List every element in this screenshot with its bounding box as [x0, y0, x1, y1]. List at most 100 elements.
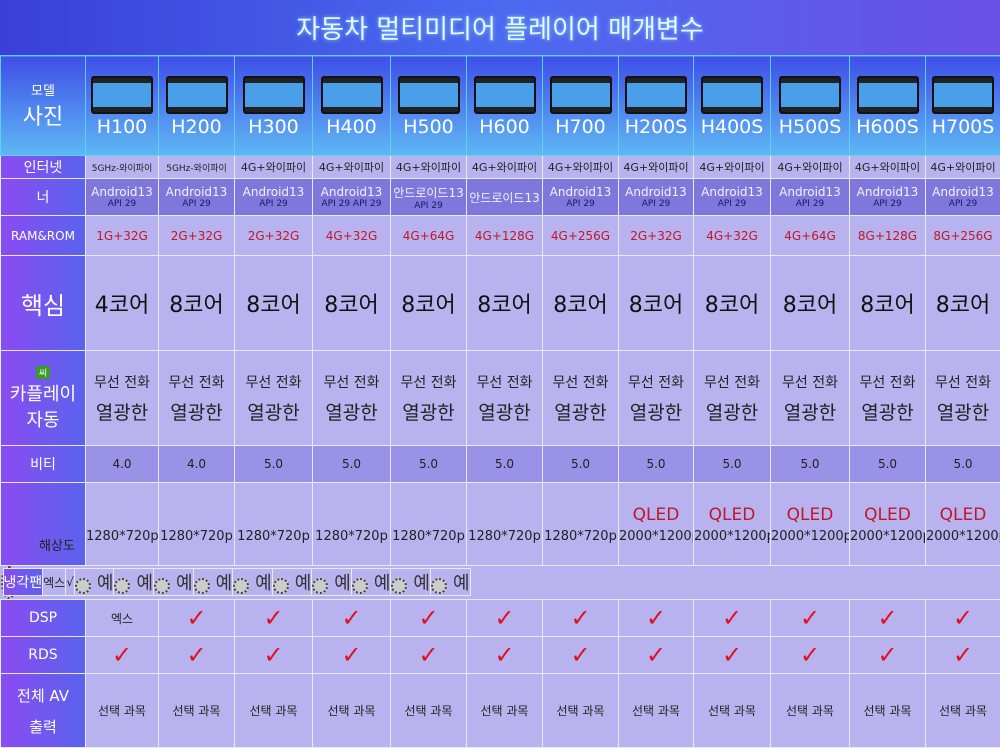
label-ram: RAM&ROM [11, 229, 75, 243]
check-icon: ✓ [263, 604, 283, 632]
av-value: 선택 과목 [173, 704, 221, 718]
cell: 선택 과목 [543, 674, 619, 748]
cell: H700 [543, 56, 619, 156]
api-level: API 29 [694, 199, 770, 209]
label-resolution: 해상도 [39, 539, 75, 554]
check-icon: ✓ [646, 604, 666, 632]
cell: 예 [430, 569, 470, 596]
panel-type: QLED [926, 505, 1000, 529]
internet-value: 4G+와이파이 [319, 161, 384, 174]
cell: 5.0 [619, 446, 694, 483]
fan-icon [114, 578, 130, 594]
resolution-value: 2000*1200p [694, 529, 770, 544]
auto-value: 열광한 [850, 398, 925, 425]
cell: 5.0 [391, 446, 467, 483]
cell: 선택 과목 [391, 674, 467, 748]
cell: 1280*720p [543, 483, 619, 566]
bt-value: 5.0 [495, 457, 514, 471]
os-version: Android13 [86, 185, 158, 199]
cell: 4G+32G [313, 216, 391, 256]
fan-value: 예 [413, 573, 430, 594]
fan-icon [273, 578, 289, 594]
av-value: 선택 과목 [250, 704, 298, 718]
bt-value: 4.0 [112, 457, 131, 471]
resolution-value: 1280*720p [543, 529, 618, 544]
auto-value: 열광한 [694, 398, 770, 425]
cell: 4.0 [86, 446, 159, 483]
check-icon: ✓ [186, 641, 206, 669]
carplay-value: 무선 전화 [313, 372, 390, 392]
product-photo [857, 76, 919, 114]
row-label: 핵심 [1, 256, 86, 351]
cell: 5.0 [467, 446, 543, 483]
product-photo [625, 76, 687, 114]
check-icon: ✓ [112, 641, 132, 669]
bt-value: 5.0 [571, 457, 590, 471]
carplay-value: 무선 전화 [235, 372, 312, 392]
check-icon: ✓ [418, 641, 438, 669]
cell: H500 [391, 56, 467, 156]
api-level: API 29 [391, 201, 466, 211]
bt-value: 4.0 [187, 457, 206, 471]
check-icon: ✓ [263, 641, 283, 669]
cell: H500S [771, 56, 850, 156]
cell: ✓ [543, 600, 619, 637]
cell: 예 [233, 569, 273, 596]
row-label: 비티 [1, 446, 86, 483]
resolution-value: 1280*720p [313, 529, 390, 544]
fan-value: 예 [216, 573, 233, 594]
cell: 엑스 [43, 569, 66, 596]
model-name: H500 [403, 116, 454, 138]
os-version: Android13 [771, 185, 849, 199]
ram-value: 4G+64G [784, 229, 836, 243]
row-label: 너 [1, 179, 86, 216]
label-bt: 비티 [30, 457, 56, 473]
api-level: API 29 [771, 199, 849, 209]
cell: H600S [850, 56, 926, 156]
auto-value: 열광한 [313, 398, 390, 425]
cell: 2G+32G [619, 216, 694, 256]
cell: 선택 과목 [467, 674, 543, 748]
ram-value: 2G+32G [248, 229, 300, 243]
cell: 5GHz-와이파이 [159, 156, 235, 179]
fan-icon [75, 578, 91, 594]
cell: ✓ [467, 600, 543, 637]
fan-value: 예 [97, 573, 114, 594]
cell: √ [66, 569, 75, 596]
fan-icon [391, 578, 407, 594]
cell: ✓ [771, 600, 850, 637]
cell: 5.0 [850, 446, 926, 483]
cell: ✓ [391, 637, 467, 674]
check-icon: ✓ [186, 604, 206, 632]
internet-value: 4G+와이파이 [241, 161, 306, 174]
api-level: API 29 [926, 199, 1000, 209]
carplay-value: 무선 전화 [86, 372, 158, 392]
cell: ✓ [313, 637, 391, 674]
av-value: 선택 과목 [708, 704, 756, 718]
cell: 예 [193, 569, 233, 596]
auto-value: 열광한 [235, 398, 312, 425]
label-carplay: 카플레이 [1, 380, 85, 406]
product-photo [779, 76, 841, 114]
cell: 4G+와이파이 [391, 156, 467, 179]
api-level: API 29 API 29 [313, 199, 390, 209]
internet-value: 4G+와이파이 [855, 161, 920, 174]
internet-value: 4G+와이파이 [548, 161, 613, 174]
row-label: 인터넷 [1, 156, 86, 179]
label-os: 너 [37, 190, 50, 206]
core-value: 8코어 [324, 293, 378, 318]
cell: 8G+256G [926, 216, 1000, 256]
cell: ✓ [619, 600, 694, 637]
label-internet: 인터넷 [24, 160, 63, 176]
